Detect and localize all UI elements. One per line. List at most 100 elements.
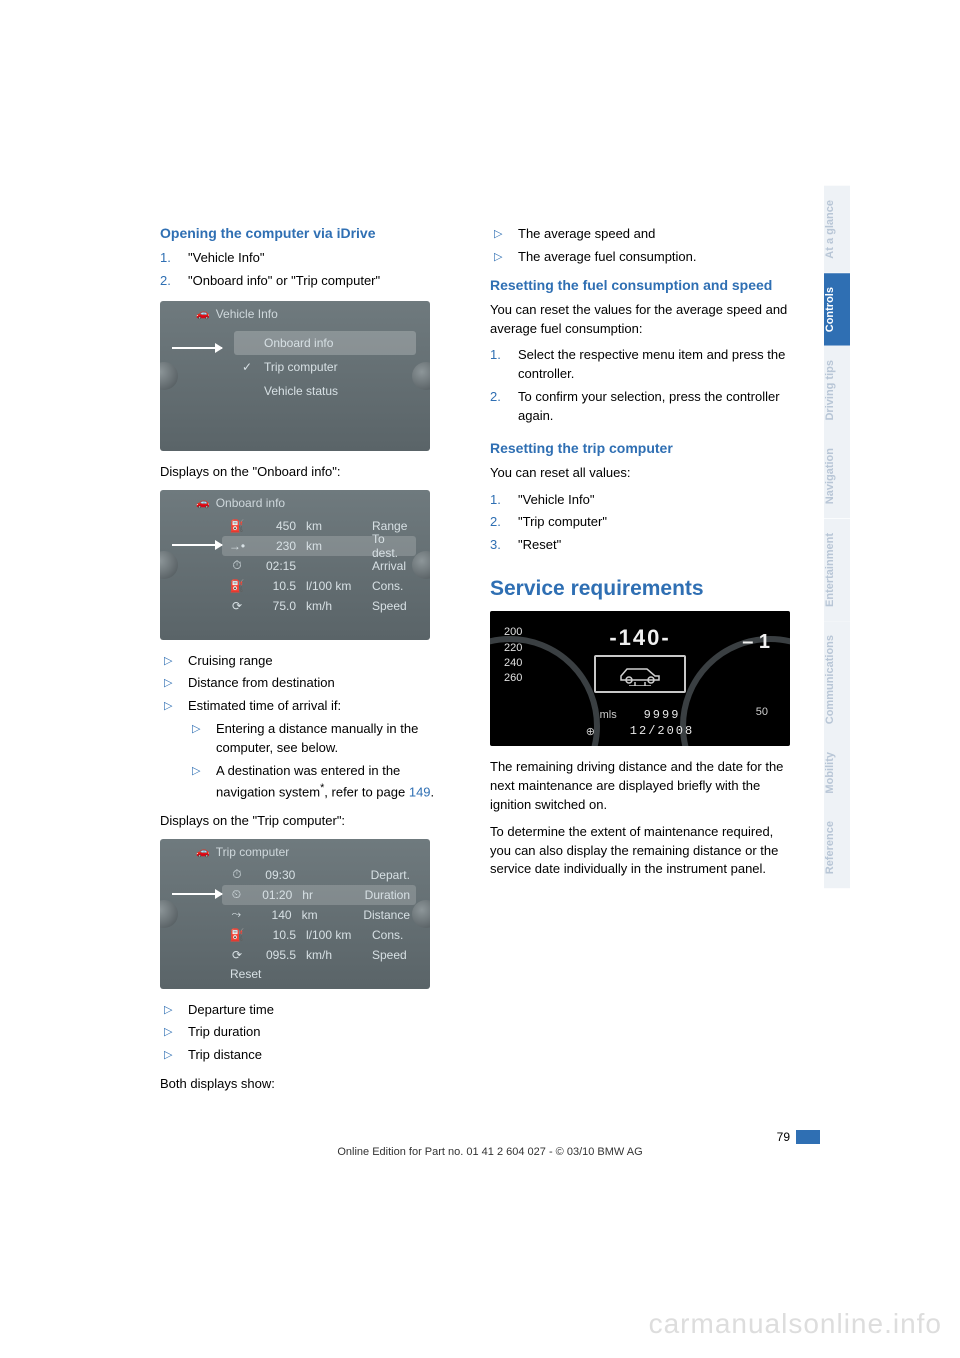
text-displays-onboard: Displays on the "Onboard info":: [160, 463, 460, 482]
heading-opening-computer: Opening the computer via iDrive: [160, 225, 460, 241]
page-footer: 79 Online Edition for Part no. 01 41 2 6…: [160, 1130, 820, 1158]
step-1: 1."Vehicle Info": [160, 249, 460, 268]
info-row-arrival: ⏱02:15Arrival: [222, 556, 416, 576]
screenshot-title: 🚗 Vehicle Info: [196, 307, 278, 321]
trip-row-distance: ⤳140kmDistance: [222, 905, 416, 925]
timer-icon: ⏲: [228, 887, 245, 902]
info-row-speed: ⟳75.0km/hSpeed: [222, 596, 416, 616]
text-reset-trip: You can reset all values:: [490, 464, 790, 483]
text-both-displays: Both displays show:: [160, 1075, 460, 1094]
screenshot-title: 🚗 Trip computer: [196, 845, 289, 859]
idrive-knob-left-icon: [160, 362, 178, 390]
text-displays-trip: Displays on the "Trip computer":: [160, 812, 460, 831]
step-reset-trip-2: 2."Trip computer": [490, 513, 790, 532]
idrive-knob-left-icon: [160, 900, 178, 928]
fuel-icon: ⛽: [228, 579, 246, 593]
scale-50: 50: [756, 706, 768, 718]
speed-scale-labels: 200 220 240 260: [504, 625, 522, 687]
tab-reference[interactable]: Reference: [824, 807, 850, 888]
speed-icon: ⟳: [228, 599, 246, 613]
step-reset-trip-1: 1."Vehicle Info": [490, 491, 790, 510]
fuel-icon: ⛽: [228, 928, 246, 942]
step-reset-fuel-1: 1.Select the respective menu item and pr…: [490, 346, 790, 384]
trip-display-bullets: Departure time Trip duration Trip distan…: [160, 1001, 460, 1066]
bullet-avg-speed: The average speed and: [490, 225, 790, 244]
trip-icon: 🚗: [196, 845, 210, 858]
heading-reset-trip: Resetting the trip computer: [490, 440, 790, 456]
menu-item-trip-computer: ✓ Trip computer: [234, 355, 416, 379]
tab-controls[interactable]: Controls: [824, 273, 850, 346]
dashboard-service-display: 200 220 240 260 -140- – 1 50 mls9999 ⊕12…: [490, 611, 790, 746]
bullet-departure-time: Departure time: [160, 1001, 460, 1020]
bullet-distance-dest: Distance from destination: [160, 674, 460, 693]
speed-icon: ⟳: [228, 948, 246, 962]
right-reading: – 1: [742, 631, 770, 654]
steps-reset-fuel: 1.Select the respective menu item and pr…: [490, 346, 790, 425]
info-row-todest: →•230kmTo dest.: [222, 536, 416, 556]
steps-reset-trip: 1."Vehicle Info" 2."Trip computer" 3."Re…: [490, 491, 790, 556]
menu-item-vehicle-status: Vehicle status: [234, 379, 416, 403]
bullet-avg-fuel: The average fuel consumption.: [490, 248, 790, 267]
fuel-icon: ⛽: [228, 519, 246, 533]
center-reading: -140-: [609, 625, 670, 651]
section-tabs: At a glance Controls Driving tips Naviga…: [824, 186, 850, 889]
clock-icon: ⏱: [228, 558, 246, 573]
trip-row-duration: ⏲01:20hrDuration: [222, 885, 416, 905]
pointer-arrow-icon: [172, 347, 222, 349]
screenshot-trip-computer: 🚗 Trip computer ⏱09:30Depart. ⏲01:20hrDu…: [160, 839, 430, 989]
tab-entertainment[interactable]: Entertainment: [824, 519, 850, 621]
step-2: 2."Onboard info" or "Trip computer": [160, 272, 460, 291]
onboard-display-bullets: Cruising range Distance from destination…: [160, 652, 460, 802]
screenshot-onboard-info: 🚗 Onboard info ⛽450kmRange →•230kmTo des…: [160, 490, 430, 640]
page-content: Opening the computer via iDrive 1."Vehic…: [160, 225, 820, 1102]
page-link-149[interactable]: 149: [409, 784, 431, 799]
steps-open-computer: 1."Vehicle Info" 2."Onboard info" or "Tr…: [160, 249, 460, 291]
eta-nested-bullets: Entering a distance manually in the comp…: [188, 720, 460, 802]
idrive-knob-left-icon: [160, 551, 178, 579]
car-lift-icon: [594, 655, 686, 693]
step-reset-trip-3: 3."Reset": [490, 536, 790, 555]
nested-bullet-nav-dest: A destination was entered in the navigat…: [188, 762, 460, 802]
tab-communications[interactable]: Communications: [824, 621, 850, 738]
car-icon: 🚗: [196, 307, 210, 320]
page-number-marker: [796, 1130, 820, 1144]
heading-reset-fuel: Resetting the fuel consumption and speed: [490, 277, 790, 293]
tab-mobility[interactable]: Mobility: [824, 738, 850, 808]
date-icon: ⊕: [586, 725, 614, 738]
trip-row-reset: Reset: [222, 967, 416, 981]
text-reset-fuel: You can reset the values for the average…: [490, 301, 790, 339]
tab-navigation[interactable]: Navigation: [824, 434, 850, 518]
tab-at-a-glance[interactable]: At a glance: [824, 186, 850, 273]
page-number: 79: [777, 1130, 796, 1144]
text-service-2: To determine the extent of maintenance r…: [490, 823, 790, 880]
screenshot-vehicle-info-menu: 🚗 Vehicle Info Onboard info ✓ Trip compu…: [160, 301, 430, 451]
distance-icon: ⤳: [228, 907, 245, 922]
tachometer-dial-icon: [680, 636, 790, 746]
step-reset-fuel-2: 2.To confirm your selection, press the c…: [490, 388, 790, 426]
trip-row-cons: ⛽10.5l/100 kmCons.: [222, 925, 416, 945]
bullet-cruising-range: Cruising range: [160, 652, 460, 671]
right-column: The average speed and The average fuel c…: [490, 225, 790, 1102]
screenshot-title: 🚗 Onboard info: [196, 496, 285, 510]
bullet-eta: Estimated time of arrival if: Entering a…: [160, 697, 460, 802]
text-service-1: The remaining driving distance and the d…: [490, 758, 790, 815]
tab-driving-tips[interactable]: Driving tips: [824, 346, 850, 435]
trip-row-depart: ⏱09:30Depart.: [222, 865, 416, 885]
left-column: Opening the computer via iDrive 1."Vehic…: [160, 225, 460, 1102]
pointer-arrow-icon: [172, 893, 222, 895]
info-icon: 🚗: [196, 496, 210, 509]
check-icon: ✓: [240, 360, 254, 374]
both-displays-bullets: The average speed and The average fuel c…: [490, 225, 790, 267]
trip-row-speed: ⟳095.5km/hSpeed: [222, 945, 416, 965]
pointer-arrow-icon: [172, 544, 222, 546]
dashboard-bottom-readout: mls9999 ⊕12/2008: [586, 708, 694, 738]
destination-icon: →•: [228, 539, 246, 553]
bullet-trip-duration: Trip duration: [160, 1023, 460, 1042]
nested-bullet-manual-distance: Entering a distance manually in the comp…: [188, 720, 460, 758]
clock-icon: ⏱: [228, 867, 246, 882]
footer-edition-line: Online Edition for Part no. 01 41 2 604 …: [160, 1146, 820, 1158]
bullet-trip-distance: Trip distance: [160, 1046, 460, 1065]
heading-service-requirements: Service requirements: [490, 577, 790, 601]
watermark: carmanualsonline.info: [649, 1308, 942, 1340]
info-row-cons: ⛽10.5l/100 kmCons.: [222, 576, 416, 596]
